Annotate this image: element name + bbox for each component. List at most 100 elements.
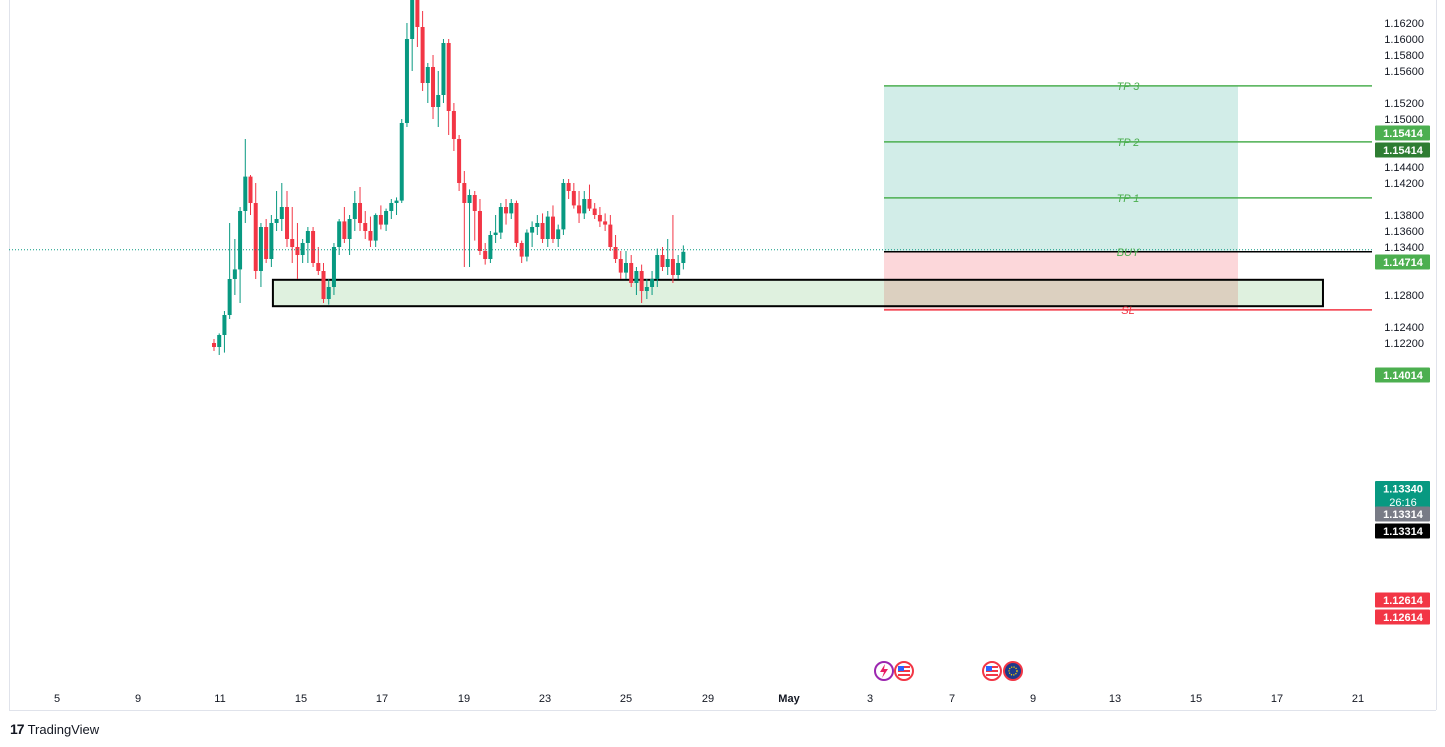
price-tick-label: 1.13800 [1384, 210, 1424, 222]
candle-body [316, 263, 321, 271]
footer-branding[interactable]: 17 TradingView [10, 719, 99, 739]
price-badge-text: 1.14714 [1383, 257, 1424, 269]
time-tick-label: 17 [1271, 693, 1283, 705]
candle-body [290, 239, 295, 247]
candle-body [561, 183, 566, 230]
target-levels[interactable]: TP 3 TP 2 TP 1 BUY SL [884, 80, 1372, 317]
time-tick-label: 29 [702, 693, 714, 705]
candle-body [295, 247, 300, 255]
candle-body [389, 203, 394, 211]
tp1-label: TP 1 [1117, 193, 1140, 205]
price-tick-label: 1.14200 [1384, 178, 1424, 190]
candle-body [404, 39, 409, 123]
candle-body [352, 203, 357, 219]
candle-body [441, 43, 446, 95]
candle-body [618, 259, 623, 273]
candle-body [530, 227, 535, 233]
price-badge[interactable] [1375, 592, 1430, 608]
flag-us-icon[interactable] [982, 661, 1002, 681]
candle-body [623, 263, 628, 273]
candle-body [436, 95, 441, 107]
demand-zone[interactable] [271, 278, 1324, 308]
price-badge-text: 1.15414 [1383, 128, 1424, 140]
price-badge[interactable] [1375, 609, 1430, 625]
price-badge[interactable] [1375, 523, 1430, 539]
candle-body [566, 183, 571, 191]
plot-background [9, 0, 1371, 710]
price-tick-label: 1.14400 [1384, 162, 1424, 174]
candle-body [378, 215, 383, 225]
candle-body [650, 279, 655, 287]
candle-body [279, 207, 284, 219]
candle-body [577, 205, 582, 214]
price-badge[interactable] [1375, 254, 1430, 270]
candlestick-series [9, 0, 1372, 355]
candle-body [420, 27, 425, 83]
time-axis[interactable]: 5 9 11 15 17 19 23 25 29 May 3 7 9 13 15 17 21 [54, 693, 1364, 705]
entry-label: BUY [1117, 247, 1140, 259]
candle-body [550, 216, 555, 239]
time-tick-label: 9 [135, 693, 141, 705]
price-badge[interactable] [1375, 506, 1430, 522]
candle-body [477, 211, 482, 251]
time-tick-label: 11 [214, 693, 225, 705]
tp2-label: TP 2 [1117, 137, 1140, 149]
candle-body [415, 0, 420, 27]
candle-body [285, 207, 290, 239]
candle-body [592, 208, 597, 215]
event-icon-lightning[interactable] [874, 661, 894, 681]
price-axis[interactable]: 1.16200 1.16000 1.15800 1.15600 1.15200 1.150… [1375, 18, 1430, 625]
price-tick-label: 1.13600 [1384, 226, 1424, 238]
price-tick-label: 1.16200 [1384, 18, 1424, 30]
candle-body [681, 251, 686, 263]
price-badge-text: 1.12614 [1383, 612, 1424, 624]
price-badge[interactable] [1375, 142, 1430, 158]
economic-events[interactable] [874, 661, 1023, 681]
candle-body [613, 247, 618, 259]
candle-body [410, 0, 415, 39]
loss-zone[interactable] [884, 251, 1238, 310]
candle-body [425, 67, 430, 83]
candle-body [212, 343, 216, 347]
candle-body [509, 203, 514, 214]
candle-body [462, 183, 467, 203]
time-tick-label: 7 [949, 693, 955, 705]
time-tick-label: May [778, 693, 800, 705]
candle-body [488, 235, 493, 259]
candle-body [587, 199, 592, 209]
candle-body [582, 199, 587, 214]
price-tick-label: 1.15000 [1384, 114, 1424, 126]
price-tick-label: 1.15800 [1384, 50, 1424, 62]
demand-zone-box[interactable] [271, 278, 1324, 308]
candle-body [457, 139, 462, 183]
time-tick-label: 17 [376, 693, 388, 705]
time-tick-label: 19 [458, 693, 470, 705]
price-badge-text: 1.15414 [1383, 145, 1424, 157]
profit-zone[interactable] [884, 85, 1238, 252]
candle-body [342, 221, 347, 239]
price-badge[interactable] [1375, 481, 1430, 511]
price-tick-label: 1.16000 [1384, 34, 1424, 46]
flag-us-icon[interactable] [894, 661, 914, 681]
time-tick-label: 9 [1030, 693, 1036, 705]
candle-body [493, 232, 498, 235]
price-badge[interactable] [1375, 125, 1430, 141]
candle-body [399, 123, 404, 201]
candle-body [331, 247, 336, 287]
candle-body [545, 216, 550, 239]
tp3-label: TP 3 [1117, 81, 1141, 93]
candle-body [504, 207, 509, 214]
candle-body [274, 219, 279, 223]
price-tick-label: 1.13400 [1384, 242, 1424, 254]
candle-body [670, 259, 675, 275]
candle-body [644, 287, 649, 291]
price-badge-text: 1.13314 [1383, 509, 1424, 521]
candle-body [222, 315, 227, 335]
price-badge[interactable] [1375, 367, 1430, 383]
time-tick-label: 15 [295, 693, 307, 705]
position-tool[interactable] [884, 85, 1238, 310]
price-badge-text: 1.14014 [1383, 370, 1424, 382]
flag-eu-icon[interactable] [1003, 661, 1023, 681]
price-badge-text: 1.13340 [1383, 484, 1423, 496]
